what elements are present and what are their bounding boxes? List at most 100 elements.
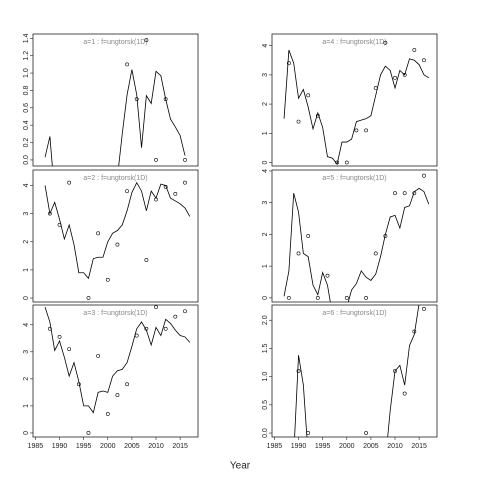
- observation: [115, 393, 120, 397]
- y-tick-label: 1: [23, 268, 30, 272]
- observation: [422, 58, 426, 63]
- y-tick-label: 0.0: [262, 428, 269, 438]
- observation: [344, 295, 349, 300]
- y-tick-label: 3: [262, 201, 269, 205]
- observation: [67, 347, 72, 351]
- observation: [96, 231, 101, 236]
- observation: [144, 326, 149, 331]
- observation: [183, 158, 187, 162]
- panel-title: a=5 : f=ungtorsk(1D): [322, 175, 386, 182]
- model-line: [44, 69, 186, 166]
- y-tick-label: 4: [23, 183, 30, 187]
- observation: [402, 191, 407, 196]
- observation: [125, 382, 129, 387]
- observation: [144, 258, 149, 262]
- observation: [354, 128, 359, 133]
- y-tick-label: 0.0: [23, 155, 30, 165]
- observation: [393, 75, 397, 80]
- observation: [364, 431, 368, 435]
- observation: [325, 273, 330, 278]
- model-line: [44, 307, 191, 414]
- observation: [154, 197, 158, 202]
- x-tick-label: 1990: [52, 443, 68, 450]
- model-line: [283, 49, 430, 165]
- x-tick-label: 2010: [387, 443, 403, 450]
- observation: [364, 295, 368, 300]
- observation: [67, 180, 72, 185]
- observation: [393, 191, 397, 196]
- model-line: [294, 305, 420, 437]
- x-tick-label: 1995: [315, 443, 331, 450]
- observation: [47, 211, 52, 216]
- y-tick-label: 3: [262, 73, 269, 77]
- observation: [183, 309, 187, 314]
- panel: a=6 : f=ungtorsk(1D) 0.0 0.5 1.0 1.5 2.0 1985 1…: [262, 304, 438, 450]
- observation: [105, 277, 110, 282]
- panel: a=2 : f=ungtorsk(1D) 0 1 2 3 4: [23, 169, 199, 303]
- panel-frame: [271, 169, 438, 303]
- observation: [383, 234, 388, 238]
- y-tick-label: 0.4: [23, 120, 30, 130]
- panel-title: a=2 : f=ungtorsk(1D): [83, 175, 147, 182]
- y-tick-label: 1.0: [262, 372, 269, 382]
- y-tick-label: 4: [262, 169, 269, 173]
- x-tick-label: 2000: [339, 443, 355, 450]
- y-tick-label: 0.6: [23, 103, 30, 113]
- y-tick-label: 1: [23, 404, 30, 408]
- observation: [306, 234, 311, 238]
- y-tick-label: 1.4: [23, 33, 30, 43]
- observation: [173, 192, 178, 196]
- y-tick-label: 0: [262, 296, 269, 300]
- observation: [412, 329, 417, 334]
- panel-frame: [271, 33, 438, 167]
- panel-title: a=6 : f=ungtorsk(1D): [322, 310, 386, 317]
- x-tick-label: 2000: [100, 443, 116, 450]
- observation: [115, 242, 120, 247]
- y-tick-label: 1.0: [23, 68, 30, 78]
- observation: [125, 189, 129, 194]
- y-tick-label: 4: [23, 323, 30, 327]
- observation: [412, 48, 417, 52]
- y-tick-label: 3: [23, 212, 30, 216]
- observation: [144, 38, 149, 42]
- panel-frame: [32, 304, 199, 438]
- y-tick-label: 2: [23, 377, 30, 381]
- x-tick-label: 2015: [411, 443, 427, 450]
- observation: [183, 180, 187, 185]
- model-line: [44, 181, 191, 280]
- observation: [76, 382, 81, 387]
- observation: [335, 160, 340, 165]
- panel: a=4 : f=ungtorsk(1D) 0 1 2 3 4: [262, 33, 438, 167]
- observation: [57, 335, 62, 339]
- y-tick-label: 2: [262, 102, 269, 106]
- observation: [163, 326, 168, 331]
- y-tick-label: 3: [23, 350, 30, 354]
- y-tick-label: 1: [262, 131, 269, 135]
- observation: [134, 97, 139, 102]
- x-tick-label: 1985: [267, 443, 283, 450]
- panel: a=1 : f=ungtorsk(1D) 0.0 0.2 0.4 0.6 0.8 1.0 1.…: [23, 33, 199, 167]
- y-tick-label: 1.5: [262, 343, 269, 353]
- model-line: [283, 187, 430, 302]
- y-tick-label: 2: [23, 240, 30, 244]
- observation: [412, 191, 417, 196]
- observation: [306, 431, 311, 435]
- panel-title: a=3 : f=ungtorsk(1D): [83, 310, 147, 317]
- panel: a=3 : f=ungtorsk(1D) 0 1 2 3 4 1985 1990 1995 200…: [23, 304, 199, 450]
- observation: [383, 40, 388, 45]
- x-tick-label: 1995: [76, 443, 92, 450]
- observation: [315, 295, 320, 300]
- panel-frame: [32, 33, 199, 167]
- observation: [154, 305, 158, 310]
- observation: [393, 369, 397, 373]
- observation: [373, 86, 378, 90]
- x-tick-label: 1990: [291, 443, 307, 450]
- observation: [402, 72, 407, 77]
- observation: [173, 314, 178, 319]
- panel-frame: [271, 304, 438, 438]
- panel-frame: [32, 169, 199, 303]
- panel-title: a=4 : f=ungtorsk(1D): [322, 39, 386, 46]
- y-tick-label: 0.2: [23, 138, 30, 148]
- panel: a=5 : f=ungtorsk(1D) 0 1 2 3 4: [262, 169, 438, 303]
